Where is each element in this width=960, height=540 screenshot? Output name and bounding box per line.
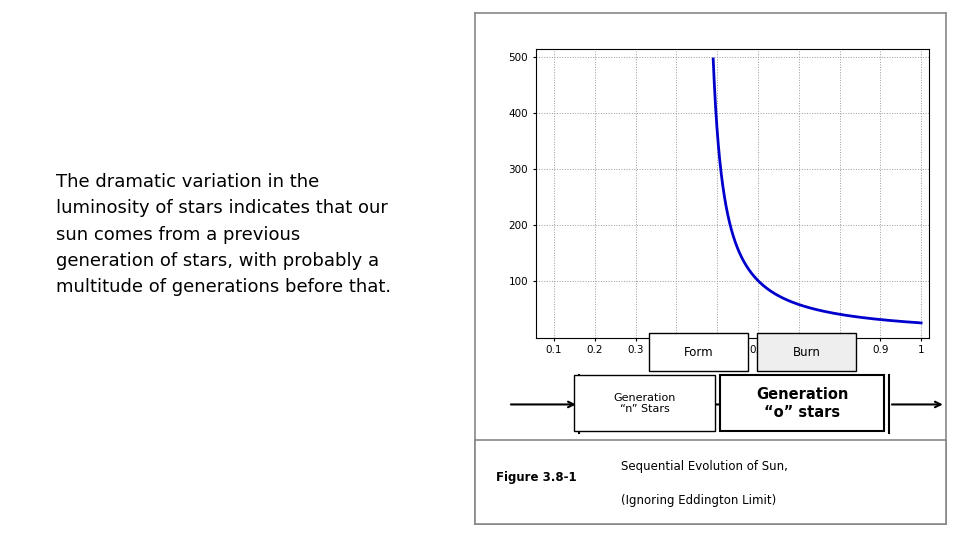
FancyBboxPatch shape — [649, 333, 748, 371]
Text: Sequential Evolution of Sun,: Sequential Evolution of Sun, — [621, 461, 788, 474]
FancyBboxPatch shape — [574, 375, 715, 431]
Text: Form: Form — [684, 346, 713, 359]
Text: Figure 3.8-1: Figure 3.8-1 — [496, 471, 577, 484]
FancyBboxPatch shape — [720, 375, 884, 431]
Text: Generation
“o” stars: Generation “o” stars — [756, 387, 849, 420]
FancyBboxPatch shape — [757, 333, 856, 371]
Text: The dramatic variation in the
luminosity of stars indicates that our
sun comes f: The dramatic variation in the luminosity… — [56, 173, 391, 296]
Text: (Ignoring Eddington Limit): (Ignoring Eddington Limit) — [621, 494, 777, 507]
Text: Burn: Burn — [793, 346, 821, 359]
Text: Generation
“n” Stars: Generation “n” Stars — [613, 393, 676, 414]
